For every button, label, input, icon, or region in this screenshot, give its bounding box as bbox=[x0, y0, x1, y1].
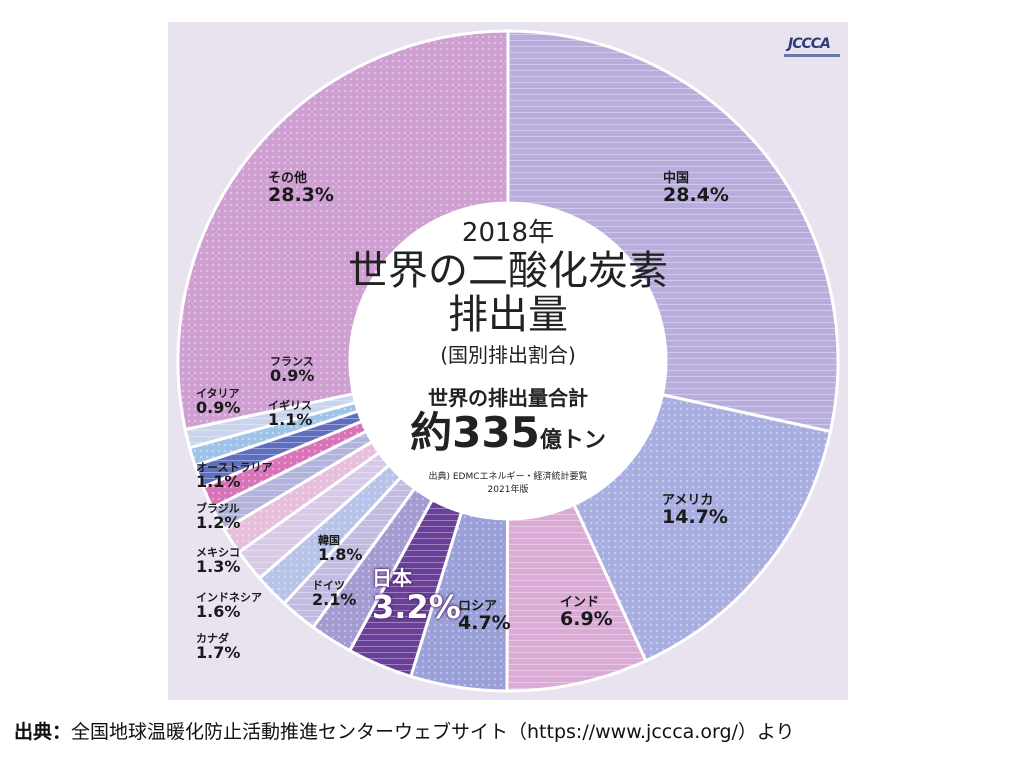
chart-center-text: 2018年 世界の二酸化炭素排出量 (国別排出割合) 世界の排出量合計 約335… bbox=[348, 212, 668, 495]
slice-texture-4 bbox=[349, 499, 462, 677]
label-brazil: ブラジル 1.2% bbox=[196, 502, 241, 532]
slice-texture-3 bbox=[410, 512, 508, 691]
slice-texture-8 bbox=[239, 452, 390, 579]
label-italy: イタリア 0.9% bbox=[196, 387, 241, 417]
slice-texture-13 bbox=[189, 402, 359, 466]
label-france: フランス 0.9% bbox=[270, 355, 315, 385]
label-india: インド 6.9% bbox=[560, 595, 613, 630]
source-edition: 2021年版 bbox=[487, 485, 529, 495]
chart-subtitle: (国別排出割合) bbox=[440, 343, 576, 367]
jccca-logo: JCCCA bbox=[788, 36, 831, 52]
label-indonesia: インドネシア 1.6% bbox=[196, 591, 262, 621]
slice-texture-6 bbox=[284, 477, 415, 628]
total-label: 世界の排出量合計 bbox=[428, 386, 588, 410]
slice-texture-1 bbox=[573, 394, 831, 661]
slice-texture-14 bbox=[185, 393, 356, 448]
slice-texture-11 bbox=[202, 421, 367, 508]
slice-texture-7 bbox=[259, 465, 401, 604]
label-mexico: メキシコ 1.3% bbox=[196, 546, 241, 576]
label-china: 中国 28.4% bbox=[663, 171, 729, 206]
logo-underline bbox=[784, 54, 840, 57]
total-value: 約335億トン bbox=[410, 408, 606, 457]
label-uk: イギリス 1.1% bbox=[268, 399, 313, 429]
slice-texture-2 bbox=[506, 504, 646, 691]
label-australia: オーストラリア 1.1% bbox=[196, 461, 273, 491]
slice-texture-0 bbox=[508, 31, 838, 432]
label-korea: 韓国 1.8% bbox=[318, 534, 363, 564]
chart-title: 世界の二酸化炭素排出量 bbox=[348, 248, 668, 338]
donut-hole bbox=[350, 203, 666, 519]
chart-year: 2018年 bbox=[461, 218, 555, 248]
source-note: 出典) EDMCエネルギー・経済統計要覧 bbox=[428, 472, 588, 482]
label-canada: カナダ 1.7% bbox=[196, 632, 241, 662]
slice-texture-12 bbox=[194, 411, 362, 487]
slice-texture-5 bbox=[313, 488, 433, 651]
label-russia: ロシア 4.7% bbox=[458, 599, 511, 634]
label-japan: 日本 3.2% bbox=[372, 566, 461, 626]
donut-chart bbox=[176, 29, 840, 693]
slice-texture-9 bbox=[224, 441, 380, 553]
label-others: その他 28.3% bbox=[268, 171, 334, 206]
footer-source: 出典：全国地球温暖化防止活動推進センターウェブサイト（https://www.j… bbox=[14, 721, 795, 743]
slice-texture-10 bbox=[212, 431, 373, 530]
label-germany: ドイツ 2.1% bbox=[312, 579, 357, 609]
slice-texture-15 bbox=[177, 31, 508, 430]
label-usa: アメリカ 14.7% bbox=[662, 493, 728, 528]
